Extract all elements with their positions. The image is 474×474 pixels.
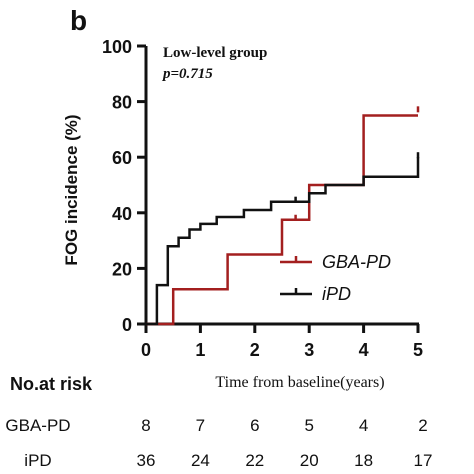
axes: 0 20 40 60 80 100 0 1 2 3 4 5 <box>102 37 423 360</box>
risk-table: GBA-PD 8 7 6 5 4 2 iPD 36 24 22 20 18 17 <box>5 416 432 470</box>
risk-value: 6 <box>250 416 259 435</box>
risk-value: 8 <box>141 416 150 435</box>
risk-value: 7 <box>196 416 205 435</box>
risk-value: 24 <box>191 451 210 470</box>
chart-subtitle: p=0.715 <box>161 66 213 82</box>
risk-value: 20 <box>300 451 319 470</box>
risk-value: 22 <box>245 451 264 470</box>
series-line-gba-pd <box>146 114 418 326</box>
series-layer <box>146 106 420 326</box>
risk-value: 36 <box>137 451 156 470</box>
risk-value: 18 <box>354 451 373 470</box>
y-tick-label: 80 <box>112 93 132 113</box>
y-tick-label: 20 <box>112 259 132 279</box>
y-axis-label: FOG incidence (%) <box>62 114 81 265</box>
x-axis-label: Time from baseline(years) <box>215 374 384 391</box>
legend-label: iPD <box>322 284 351 304</box>
risk-value: 5 <box>304 416 313 435</box>
x-tick-label: 2 <box>250 340 260 360</box>
risk-row-label: iPD <box>24 451 51 470</box>
y-tick-label: 40 <box>112 204 132 224</box>
risk-row-label: GBA-PD <box>5 416 70 435</box>
risk-value: 2 <box>418 416 427 435</box>
panel-label: b <box>70 5 87 36</box>
legend-label: GBA-PD <box>322 252 391 272</box>
series-line-ipd <box>146 157 420 326</box>
y-tick-label: 0 <box>122 315 132 335</box>
risk-table-header: No.at risk <box>10 374 93 394</box>
x-tick-label: 1 <box>195 340 205 360</box>
y-tick-label: 100 <box>102 37 132 57</box>
chart-title: Low-level group <box>163 45 267 61</box>
risk-value: 4 <box>359 416 368 435</box>
x-tick-label: 0 <box>141 340 151 360</box>
x-tick-label: 5 <box>413 340 423 360</box>
risk-value: 17 <box>414 451 433 470</box>
x-tick-label: 4 <box>359 340 369 360</box>
legend: GBA-PD iPD <box>280 252 391 304</box>
x-tick-label: 3 <box>304 340 314 360</box>
y-tick-label: 60 <box>112 148 132 168</box>
